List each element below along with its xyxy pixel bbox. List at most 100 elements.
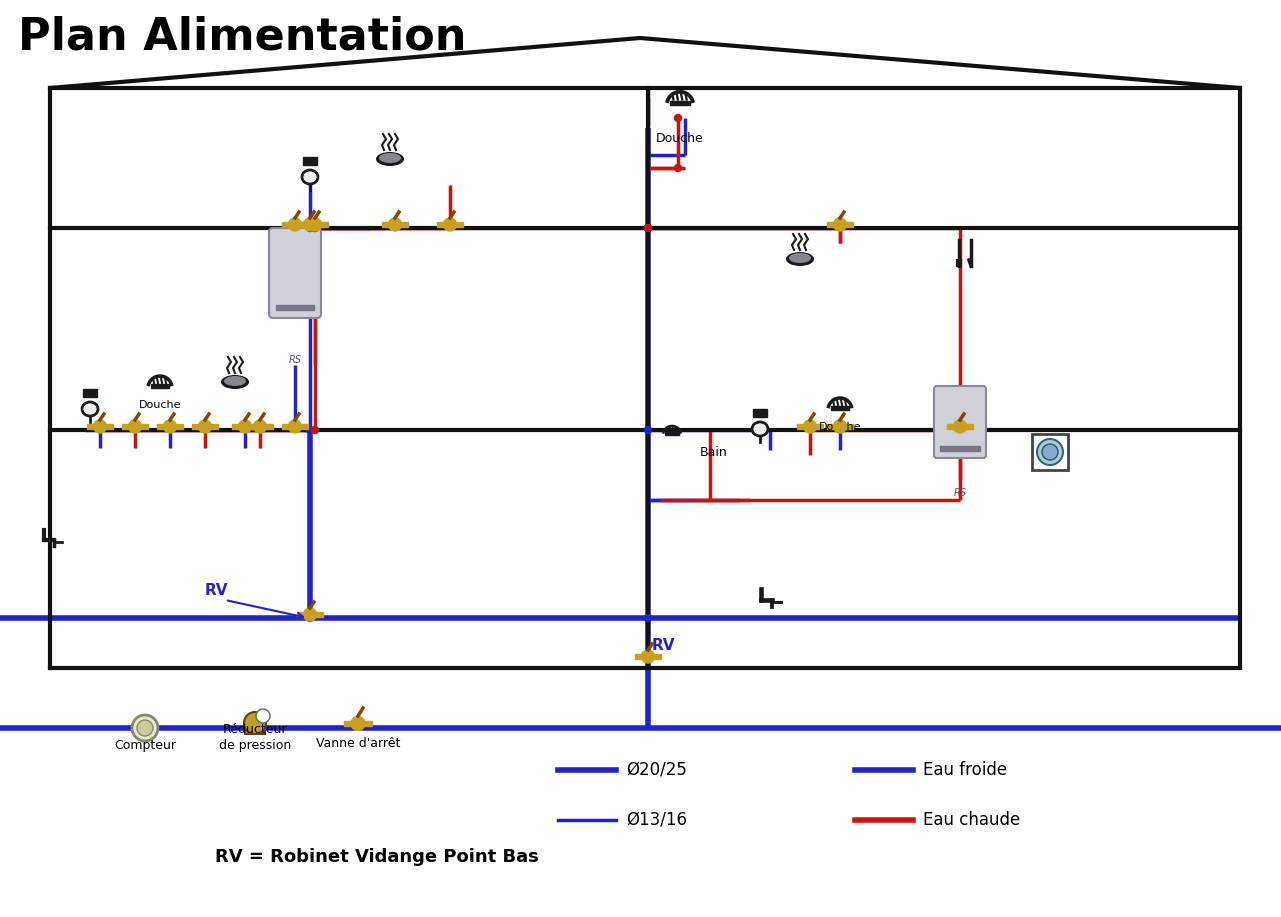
Circle shape [243, 712, 266, 734]
Circle shape [351, 716, 365, 731]
Text: RS: RS [288, 355, 301, 365]
Circle shape [306, 426, 314, 434]
Bar [400, 222, 409, 227]
Text: Ø20/25: Ø20/25 [626, 761, 687, 779]
Bar [828, 424, 835, 429]
Bar [753, 409, 767, 417]
Ellipse shape [85, 404, 96, 414]
Bar [315, 222, 323, 227]
Ellipse shape [755, 424, 766, 434]
Circle shape [644, 614, 652, 622]
Circle shape [642, 650, 655, 663]
Ellipse shape [787, 252, 813, 266]
Bar [122, 424, 129, 429]
Bar [245, 722, 265, 734]
Bar [151, 384, 169, 388]
Bar [665, 432, 679, 435]
Circle shape [238, 420, 251, 433]
Bar [797, 424, 804, 429]
Bar [175, 424, 183, 429]
Text: Plan Alimentation: Plan Alimentation [18, 15, 466, 58]
Circle shape [132, 715, 158, 741]
Bar [210, 424, 218, 429]
Bar [304, 157, 316, 165]
Bar [940, 446, 980, 451]
Bar [83, 389, 97, 397]
Circle shape [834, 420, 847, 433]
FancyBboxPatch shape [269, 228, 322, 318]
Bar [300, 424, 307, 429]
Circle shape [256, 709, 270, 723]
Circle shape [311, 225, 319, 231]
Bar [140, 424, 149, 429]
Text: Douche: Douche [819, 422, 861, 432]
Bar [670, 101, 690, 105]
Circle shape [306, 614, 314, 622]
Bar [282, 222, 290, 227]
Bar [382, 222, 389, 227]
Bar [315, 612, 323, 617]
Circle shape [309, 218, 322, 231]
Circle shape [834, 218, 847, 231]
Circle shape [644, 426, 652, 434]
Bar [320, 222, 328, 227]
Circle shape [644, 225, 652, 231]
Ellipse shape [82, 402, 99, 416]
Circle shape [128, 420, 141, 433]
Circle shape [306, 225, 314, 231]
Ellipse shape [377, 152, 404, 166]
Text: RV = Robinet Vidange Point Bas: RV = Robinet Vidange Point Bas [215, 848, 539, 866]
Bar [297, 612, 305, 617]
Text: Eau froide: Eau froide [924, 761, 1007, 779]
Bar [282, 424, 290, 429]
Ellipse shape [752, 422, 769, 436]
Text: Réducteur
de pression: Réducteur de pression [219, 723, 291, 752]
Ellipse shape [304, 172, 316, 182]
Circle shape [803, 420, 816, 433]
Ellipse shape [224, 376, 246, 386]
Bar [828, 222, 835, 227]
Bar [345, 721, 354, 726]
Bar [265, 424, 273, 429]
Bar [247, 424, 255, 429]
Circle shape [304, 218, 316, 231]
Text: RS: RS [953, 488, 966, 498]
Circle shape [675, 164, 681, 171]
Circle shape [953, 420, 966, 433]
Ellipse shape [379, 153, 401, 163]
Bar [158, 424, 165, 429]
Circle shape [388, 218, 401, 231]
Bar [275, 305, 314, 310]
Bar [815, 424, 822, 429]
Bar [232, 424, 240, 429]
Circle shape [288, 420, 301, 433]
Bar [300, 222, 307, 227]
Bar [635, 654, 643, 659]
Text: Compteur: Compteur [114, 739, 175, 752]
Text: Douche: Douche [656, 132, 703, 145]
Bar [302, 222, 310, 227]
Ellipse shape [789, 253, 811, 263]
Circle shape [304, 608, 316, 621]
Text: Ø13/16: Ø13/16 [626, 811, 687, 829]
Bar [105, 424, 113, 429]
Text: RV: RV [205, 583, 228, 598]
Bar [845, 424, 853, 429]
Text: Eau chaude: Eau chaude [924, 811, 1020, 829]
Bar [363, 721, 371, 726]
Circle shape [288, 218, 301, 231]
Circle shape [443, 218, 456, 231]
Bar [965, 424, 974, 429]
Bar [831, 406, 849, 410]
Bar [1032, 434, 1068, 470]
Circle shape [311, 426, 319, 434]
Bar [947, 424, 956, 429]
Circle shape [644, 225, 652, 231]
Ellipse shape [222, 375, 249, 389]
Bar [845, 222, 853, 227]
Bar [87, 424, 95, 429]
Text: RV: RV [652, 638, 675, 653]
Circle shape [94, 420, 106, 433]
Circle shape [137, 720, 152, 736]
Circle shape [675, 115, 681, 121]
